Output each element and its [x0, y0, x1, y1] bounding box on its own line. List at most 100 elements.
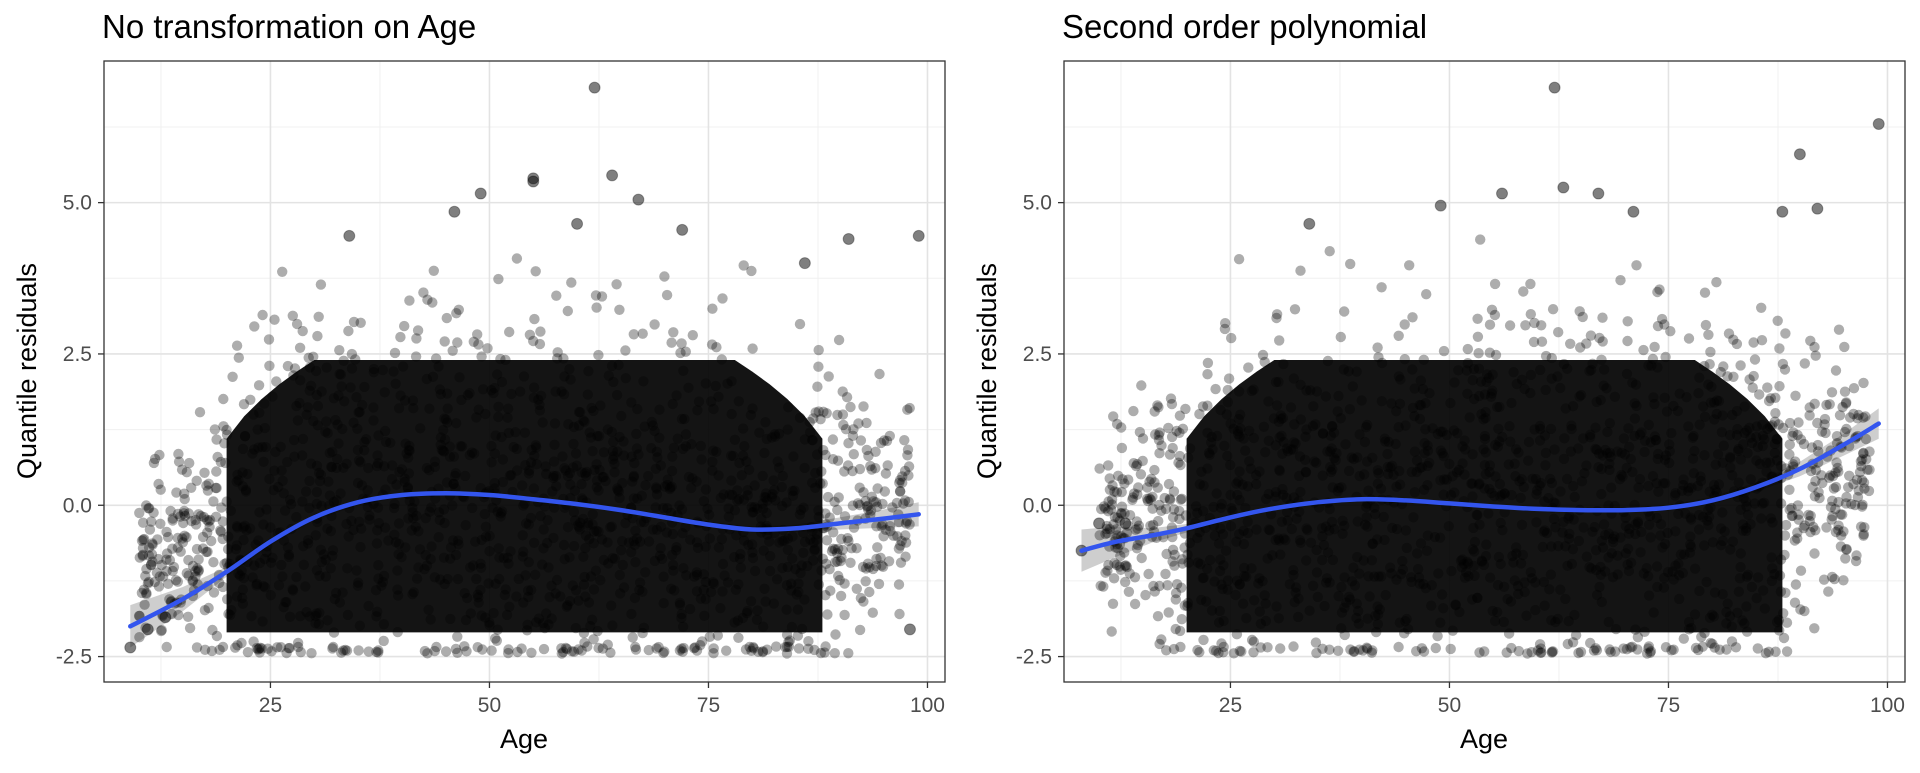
- scatter-point: [193, 509, 204, 520]
- scatter-point: [212, 451, 223, 463]
- scatter-point: [597, 643, 608, 654]
- scatter-point: [1311, 647, 1322, 659]
- scatter-point: [881, 435, 893, 447]
- scatter-point: [1109, 486, 1120, 497]
- scatter-point: [153, 581, 165, 592]
- scatter-point: [1164, 449, 1176, 460]
- scatter-point: [1546, 647, 1558, 658]
- scatter-point: [431, 641, 442, 653]
- scatter-point: [867, 607, 878, 618]
- scatter-point: [1786, 510, 1798, 522]
- y-tick-label: 5.0: [1023, 192, 1052, 215]
- scatter-point: [704, 631, 715, 642]
- scatter-point: [1625, 642, 1636, 653]
- scatter-point: [1210, 645, 1222, 657]
- plot-border: [1063, 60, 1906, 683]
- scatter-point: [1833, 520, 1844, 531]
- scatter-point: [1838, 526, 1849, 537]
- scatter-point: [1829, 573, 1840, 585]
- scatter-point: [328, 641, 339, 653]
- scatter-point: [839, 511, 851, 522]
- scatter-point: [1154, 448, 1165, 459]
- scatter-point: [1246, 634, 1258, 646]
- scatter-point: [1094, 463, 1105, 474]
- scatter-point: [747, 343, 758, 354]
- scatter-point: [1119, 560, 1131, 571]
- scatter-point: [1861, 454, 1872, 465]
- scatter-point: [1774, 381, 1785, 392]
- scatter-point: [404, 295, 415, 306]
- scatter-point: [287, 310, 298, 321]
- scatter-point: [1780, 328, 1791, 339]
- scatter-point: [1585, 330, 1597, 341]
- scatter-point: [566, 646, 578, 657]
- scatter-point: [706, 339, 718, 350]
- scatter-point: [733, 632, 744, 643]
- scatter-point: [139, 533, 150, 545]
- scatter-point: [1770, 392, 1781, 403]
- scatter-point: [1462, 343, 1474, 355]
- scatter-point: [593, 642, 604, 654]
- panel-left: No transformation on Age -2.5 0.0 2.5 5.0 2…: [12, 8, 946, 754]
- scatter-point: [1168, 504, 1180, 515]
- scatter-point: [257, 309, 268, 321]
- scatter-point: [1784, 417, 1796, 429]
- scatter-point: [1778, 632, 1790, 644]
- scatter-point: [411, 333, 422, 344]
- scatter-point: [231, 340, 243, 351]
- scatter-point: [746, 645, 757, 656]
- scatter-point: [184, 622, 196, 634]
- scatter-point: [1259, 356, 1270, 368]
- scatter-point: [1194, 408, 1205, 420]
- scatter-point: [1366, 647, 1378, 658]
- scatter-point: [620, 345, 631, 356]
- scatter-point: [1840, 498, 1852, 509]
- scatter-point: [1174, 505, 1185, 517]
- scatter-point: [482, 343, 493, 354]
- scatter-point: [1735, 360, 1746, 371]
- scatter-point: [1652, 320, 1664, 332]
- scatter-point: [269, 314, 280, 325]
- scatter-point: [1486, 304, 1498, 315]
- scatter-point: [1152, 611, 1164, 622]
- scatter-point: [674, 645, 686, 656]
- scatter-point: [255, 642, 266, 653]
- scatter-point: [1137, 433, 1149, 444]
- scatter-point: [842, 460, 854, 471]
- scatter-point: [217, 533, 228, 545]
- scatter-point: [687, 330, 698, 341]
- x-tick-label: 75: [697, 694, 720, 717]
- scatter-point: [271, 376, 282, 387]
- outlier-point: [343, 229, 356, 242]
- scatter-point: [1833, 496, 1844, 508]
- scatter-point: [429, 645, 440, 657]
- scatter-point: [1108, 411, 1119, 422]
- scatter-point: [843, 648, 854, 659]
- scatter-point: [175, 511, 186, 522]
- scatter-point: [1591, 645, 1603, 656]
- scatter-point: [1094, 530, 1105, 541]
- scatter-point: [863, 450, 874, 462]
- scatter-point: [190, 565, 201, 577]
- scatter-point: [1161, 645, 1172, 656]
- scatter-point: [870, 497, 882, 508]
- scatter-point: [1786, 502, 1797, 514]
- scatter-point: [1473, 348, 1484, 359]
- outlier-point: [1303, 217, 1316, 230]
- scatter-point: [206, 645, 218, 657]
- scatter-point: [140, 570, 151, 582]
- scatter-point: [1119, 508, 1130, 519]
- panel-right: Second order polynomial -2.5 0.0 2.5 5.0 25…: [972, 8, 1906, 754]
- scatter-point: [422, 294, 433, 305]
- scatter-point: [1857, 454, 1868, 465]
- scatter-point: [1153, 402, 1164, 413]
- scatter-point: [864, 586, 875, 598]
- scatter-point: [439, 336, 450, 347]
- scatter-point: [1243, 362, 1254, 373]
- scatter-point: [217, 641, 229, 653]
- scatter-point: [1798, 522, 1809, 534]
- scatter-point: [1136, 380, 1147, 391]
- scatter-point: [177, 533, 188, 544]
- scatter-point: [1132, 539, 1144, 551]
- scatter-point: [208, 496, 219, 507]
